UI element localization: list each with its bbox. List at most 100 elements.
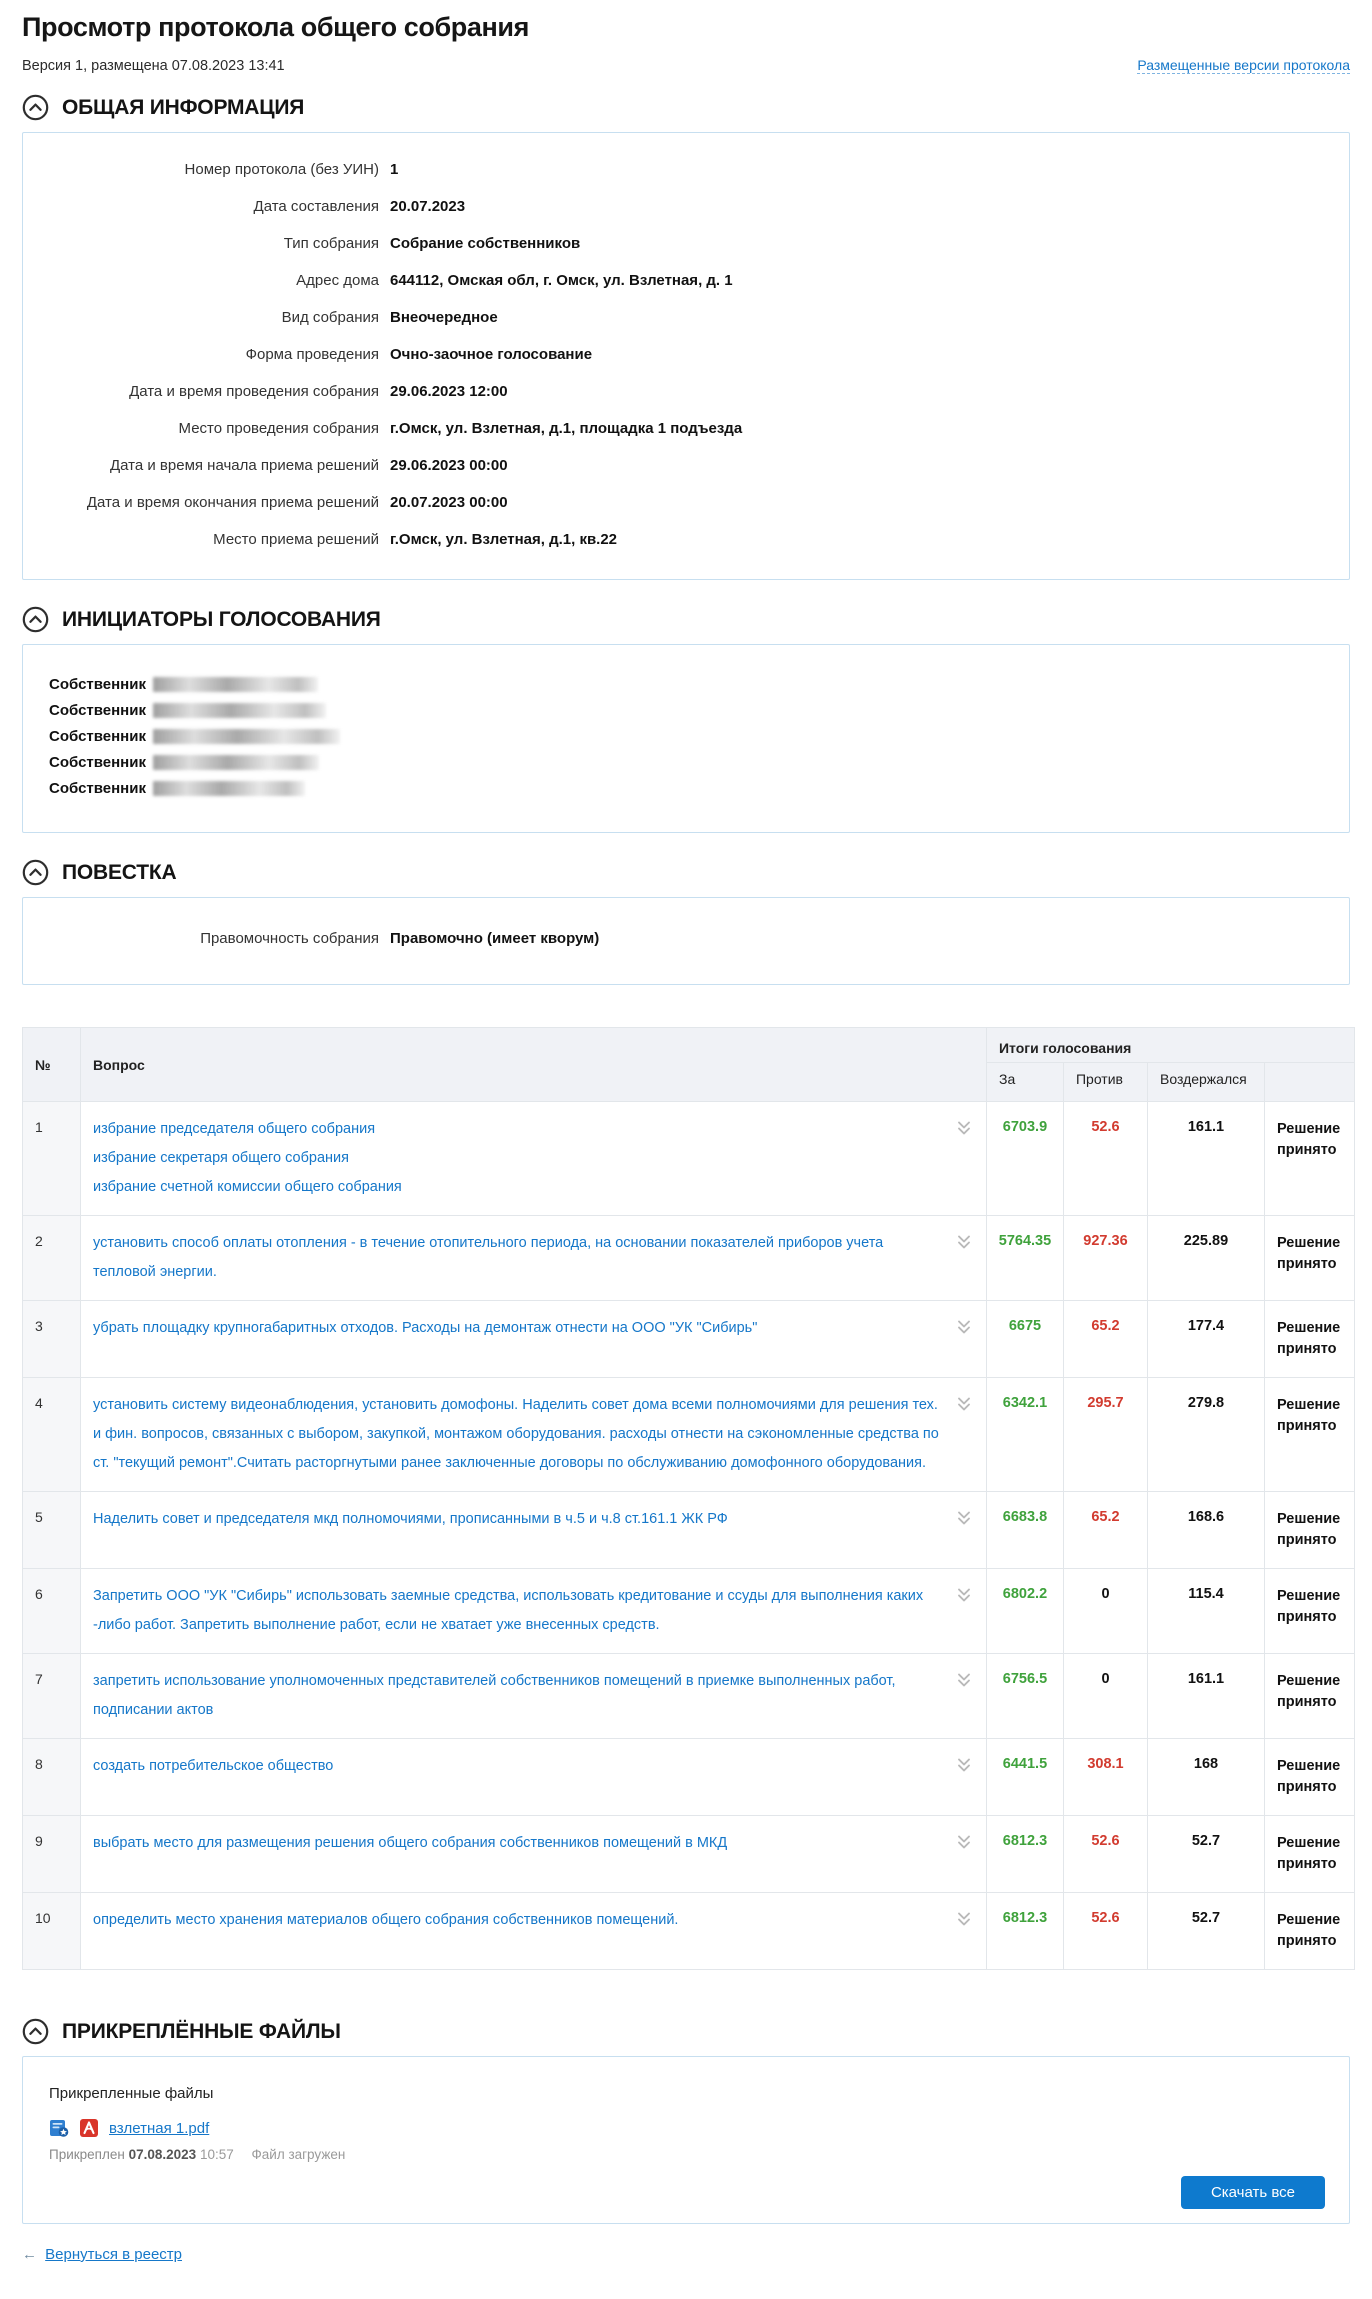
info-field-row: Дата и время окончания приема решений 20.… <box>47 492 1325 514</box>
version-row: Версия 1, размещена 07.08.2023 13:41 Раз… <box>22 57 1350 74</box>
votes-against: 65.2 <box>1062 1300 1148 1378</box>
info-field-row: Адрес дома 644112, Омская обл, г. Омск, у… <box>47 270 1325 292</box>
agenda-quorum-panel: Правомочность собрания Правомочно (имеет… <box>22 897 1350 985</box>
initiator-row: Собственник <box>49 779 1325 798</box>
initiator-label: Собственник <box>49 780 146 797</box>
col-header-abstain: Воздержался <box>1146 1062 1265 1102</box>
question-link[interactable]: выбрать место для размещения решения общ… <box>93 1835 728 1851</box>
question-cell: создать потребительское общество <box>80 1738 987 1816</box>
question-cell: запретить использование уполномоченных п… <box>80 1653 987 1739</box>
votes-abstain: 52.7 <box>1146 1892 1265 1970</box>
votes-for: 6756.5 <box>985 1653 1064 1739</box>
agenda-row: 1 избрание председателя общего собрания из… <box>22 1101 1356 1216</box>
question-number: 6 <box>22 1568 81 1654</box>
info-field-row: Номер протокола (без УИН) 1 <box>47 159 1325 181</box>
votes-against: 308.1 <box>1062 1738 1148 1816</box>
file-attached-date: 07.08.2023 <box>128 2147 197 2162</box>
back-to-registry-link[interactable]: Вернуться в реестр <box>45 2246 182 2263</box>
votes-for: 6802.2 <box>985 1568 1064 1654</box>
collapse-chevron-up-icon[interactable] <box>22 606 49 633</box>
collapse-chevron-up-icon[interactable] <box>22 2018 49 2045</box>
info-field-value: Очно-заочное голосование <box>390 346 593 363</box>
info-field-row: Место проведения собрания г.Омск, ул. Взл… <box>47 418 1325 440</box>
votes-against: 0 <box>1062 1568 1148 1654</box>
question-link[interactable]: избрание председателя общего собрания <box>93 1121 376 1137</box>
version-text: Версия 1, размещена 07.08.2023 13:41 <box>22 58 285 74</box>
info-field-value: 20.07.2023 <box>390 198 466 215</box>
info-field-row: Дата и время начала приема решений 29.06.… <box>47 455 1325 477</box>
general-info-title: ОБЩАЯ ИНФОРМАЦИЯ <box>62 95 305 119</box>
votes-abstain: 115.4 <box>1146 1568 1265 1654</box>
question-link[interactable]: избрание счетной комиссии общего собрани… <box>93 1179 402 1195</box>
info-field-value: г.Омск, ул. Взлетная, д.1, площадка 1 по… <box>390 420 743 437</box>
file-status: Файл загружен <box>251 2147 346 2162</box>
attached-file-link[interactable]: взлетная 1.pdf <box>109 2119 210 2137</box>
question-link[interactable]: запретить использование уполномоченных п… <box>93 1673 896 1718</box>
expand-double-chevron-icon[interactable] <box>954 1394 974 1414</box>
expand-double-chevron-icon[interactable] <box>954 1755 974 1775</box>
question-link[interactable]: избрание секретаря общего собрания <box>93 1150 349 1166</box>
decision-status: Решение принято <box>1263 1738 1356 1816</box>
question-number: 4 <box>22 1377 81 1492</box>
section-agenda: ПОВЕСТКА Правомочность собрания Правомоч… <box>22 859 1356 1970</box>
expand-double-chevron-icon[interactable] <box>954 1317 974 1337</box>
info-field-label: Дата составления <box>253 198 379 215</box>
votes-for: 6683.8 <box>985 1491 1064 1569</box>
votes-for: 6675 <box>985 1300 1064 1378</box>
agenda-row: 8 создать потребительское общество 6441.5 3… <box>22 1738 1356 1816</box>
expand-double-chevron-icon[interactable] <box>954 1232 974 1252</box>
question-link[interactable]: установить способ оплаты отопления - в т… <box>93 1235 884 1280</box>
question-link[interactable]: Наделить совет и председателя мкд полном… <box>93 1511 728 1527</box>
question-link[interactable]: создать потребительское общество <box>93 1758 334 1774</box>
decision-status: Решение принято <box>1263 1215 1356 1301</box>
expand-double-chevron-icon[interactable] <box>954 1585 974 1605</box>
section-attached-files: ПРИКРЕПЛЁННЫЕ ФАЙЛЫ Прикрепленные файлы … <box>22 2018 1350 2224</box>
info-field-value: 1 <box>390 161 399 178</box>
votes-abstain: 168.6 <box>1146 1491 1265 1569</box>
question-link[interactable]: определить место хранения материалов общ… <box>93 1912 679 1928</box>
question-cell: установить систему видеонаблюдения, уста… <box>80 1377 987 1492</box>
question-link[interactable]: убрать площадку крупногабаритных отходов… <box>93 1320 758 1336</box>
expand-double-chevron-icon[interactable] <box>954 1670 974 1690</box>
collapse-chevron-up-icon[interactable] <box>22 94 49 121</box>
question-link[interactable]: Запретить ООО "УК "Сибирь" использовать … <box>93 1588 924 1633</box>
collapse-chevron-up-icon[interactable] <box>22 859 49 886</box>
agenda-row: 7 запретить использование уполномоченных … <box>22 1653 1356 1739</box>
initiator-row: Собственник <box>49 727 1325 746</box>
question-link[interactable]: установить систему видеонаблюдения, уста… <box>93 1397 939 1471</box>
initiator-label: Собственник <box>49 754 146 771</box>
redacted-name <box>152 677 318 692</box>
votes-for: 6812.3 <box>985 1815 1064 1893</box>
download-all-button[interactable]: Скачать все <box>1180 2176 1325 2209</box>
file-attached-label: Прикреплен <box>49 2147 125 2162</box>
expand-double-chevron-icon[interactable] <box>954 1832 974 1852</box>
col-header-question: Вопрос <box>80 1027 987 1102</box>
question-number: 7 <box>22 1653 81 1739</box>
expand-double-chevron-icon[interactable] <box>954 1909 974 1929</box>
votes-abstain: 52.7 <box>1146 1815 1265 1893</box>
info-field-label: Форма проведения <box>245 346 379 363</box>
back-arrow-icon: ← <box>22 2246 37 2263</box>
expand-double-chevron-icon[interactable] <box>954 1118 974 1138</box>
info-field-value: г.Омск, ул. Взлетная, д.1, кв.22 <box>390 531 618 548</box>
section-general-info: ОБЩАЯ ИНФОРМАЦИЯ Номер протокола (без УИ… <box>22 94 1350 580</box>
votes-for: 5764.35 <box>985 1215 1064 1301</box>
votes-abstain: 279.8 <box>1146 1377 1265 1492</box>
file-row: взлетная 1.pdf <box>49 2118 1325 2138</box>
question-number: 3 <box>22 1300 81 1378</box>
votes-against: 52.6 <box>1062 1815 1148 1893</box>
initiator-row: Собственник <box>49 753 1325 772</box>
question-cell: избрание председателя общего собрания изб… <box>80 1101 987 1216</box>
initiators-title: ИНИЦИАТОРЫ ГОЛОСОВАНИЯ <box>62 607 381 631</box>
decision-status: Решение принято <box>1263 1653 1356 1739</box>
info-field-row: Место приема решений г.Омск, ул. Взлетная… <box>47 529 1325 551</box>
question-number: 9 <box>22 1815 81 1893</box>
info-field-value: 29.06.2023 12:00 <box>390 383 508 400</box>
info-field-row: Форма проведения Очно-заочное голосование <box>47 344 1325 366</box>
expand-double-chevron-icon[interactable] <box>954 1508 974 1528</box>
question-number: 1 <box>22 1101 81 1216</box>
col-header-for: За <box>985 1062 1064 1102</box>
posted-versions-link[interactable]: Размещенные версии протокола <box>1137 57 1350 74</box>
agenda-row: 2 установить способ оплаты отопления - в … <box>22 1215 1356 1301</box>
